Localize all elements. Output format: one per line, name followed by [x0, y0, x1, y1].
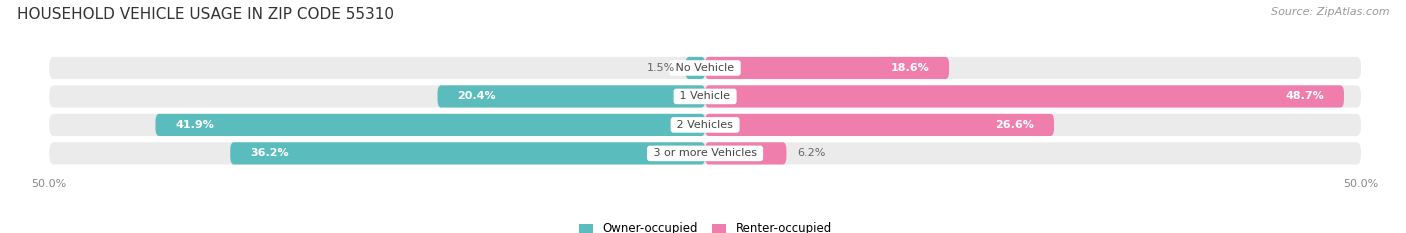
FancyBboxPatch shape — [156, 114, 706, 136]
Text: 6.2%: 6.2% — [797, 148, 825, 158]
Text: 41.9%: 41.9% — [176, 120, 214, 130]
Text: No Vehicle: No Vehicle — [672, 63, 738, 73]
Text: 26.6%: 26.6% — [995, 120, 1035, 130]
FancyBboxPatch shape — [437, 85, 706, 108]
Legend: Owner-occupied, Renter-occupied: Owner-occupied, Renter-occupied — [578, 223, 832, 233]
FancyBboxPatch shape — [706, 57, 949, 79]
FancyBboxPatch shape — [49, 114, 1361, 136]
FancyBboxPatch shape — [706, 114, 1054, 136]
FancyBboxPatch shape — [706, 85, 1344, 108]
FancyBboxPatch shape — [231, 142, 706, 164]
Text: HOUSEHOLD VEHICLE USAGE IN ZIP CODE 55310: HOUSEHOLD VEHICLE USAGE IN ZIP CODE 5531… — [17, 7, 394, 22]
Text: 36.2%: 36.2% — [250, 148, 288, 158]
FancyBboxPatch shape — [706, 142, 786, 164]
FancyBboxPatch shape — [49, 85, 1361, 108]
Text: 20.4%: 20.4% — [457, 91, 496, 101]
FancyBboxPatch shape — [49, 142, 1361, 164]
Text: 18.6%: 18.6% — [890, 63, 929, 73]
Text: 1 Vehicle: 1 Vehicle — [676, 91, 734, 101]
Text: 3 or more Vehicles: 3 or more Vehicles — [650, 148, 761, 158]
FancyBboxPatch shape — [49, 57, 1361, 79]
Text: 48.7%: 48.7% — [1285, 91, 1324, 101]
Text: 2 Vehicles: 2 Vehicles — [673, 120, 737, 130]
Text: 1.5%: 1.5% — [647, 63, 675, 73]
Text: Source: ZipAtlas.com: Source: ZipAtlas.com — [1271, 7, 1389, 17]
FancyBboxPatch shape — [686, 57, 706, 79]
